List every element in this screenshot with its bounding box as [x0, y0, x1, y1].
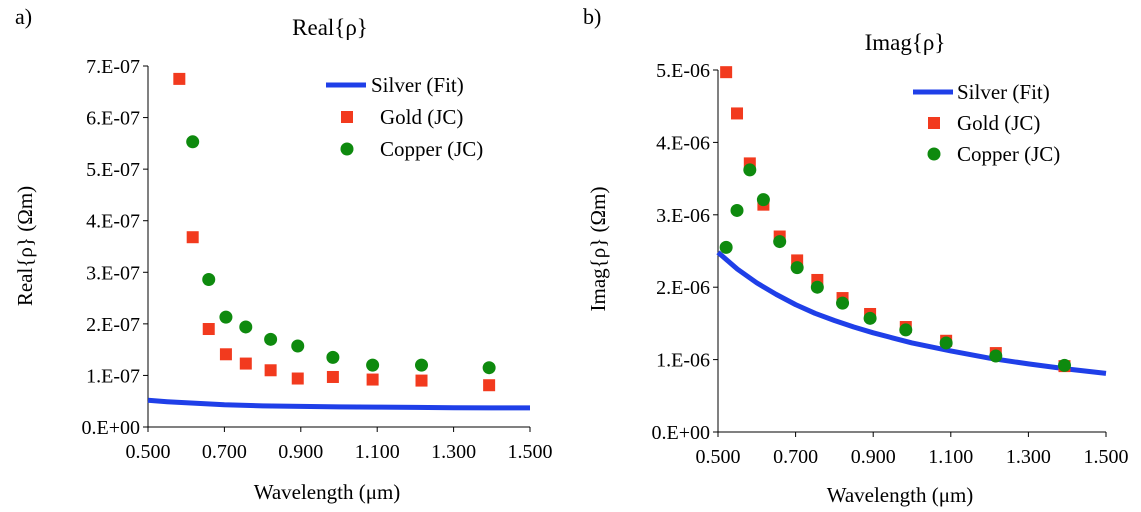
panel-b-y-tick-label: 4.E-06	[656, 132, 710, 154]
panel-b-copper-point	[863, 311, 877, 325]
panel-b-copper-point	[773, 235, 787, 249]
panel-a-y-tick-label: 1.E-07	[86, 365, 140, 387]
panel-a-x-tick-label: 0.500	[126, 441, 171, 463]
panel-b-x-tick-label: 0.700	[773, 446, 818, 468]
panel-a-legend-copper-label: Copper (JC)	[380, 137, 483, 161]
panel-a-copper-point	[291, 339, 305, 353]
panel-a-series-silver-line	[147, 397, 530, 411]
panel-a-legend: Silver (Fit) Gold (JC) Copper (JC)	[326, 73, 483, 161]
panel-b-ticks: 0.E+00 1.E-06 2.E-06 3.E-06 4.E-06 5.E-06 0.50…	[652, 60, 1129, 468]
panel-b-copper-point	[939, 336, 953, 350]
panel-a-copper-point	[186, 135, 200, 149]
panel-a-y-tick-label: 7.E-07	[86, 56, 140, 78]
panel-a-copper-point	[482, 361, 496, 375]
panel-b-x-tick-label: 1.300	[1006, 446, 1051, 468]
panel-a-gold-point	[173, 72, 186, 85]
panel-b-series-silver-line	[716, 250, 1107, 376]
panel-b-x-tick-label: 1.500	[1084, 446, 1129, 468]
panel-a-x-axis-label: Wavelength (μm)	[254, 480, 401, 504]
panel-b-y-tick-label: 2.E-06	[656, 277, 710, 299]
panel-a-gold-point	[483, 379, 496, 392]
panel-a-data-marks	[147, 72, 530, 411]
panel-a-copper-point	[239, 320, 253, 334]
panel-b-x-tick-label: 0.900	[851, 446, 896, 468]
panel-b-data-marks	[716, 66, 1107, 376]
panel-b-copper-point	[743, 163, 757, 177]
panel-b-y-tick-label: 0.E+00	[652, 422, 711, 444]
panel-a-copper-point	[264, 332, 278, 346]
panel-a-gold-point	[239, 357, 252, 370]
panel-b-legend-gold-label: Gold (JC)	[957, 111, 1040, 135]
panel-a-gold-point	[326, 370, 339, 383]
panel-b-legend-copper-label: Copper (JC)	[957, 142, 1060, 166]
panel-b: b) Imag{ρ} Wavelength (μm) Imag{ρ} (Ωm) …	[583, 4, 1129, 507]
panel-a-y-axis-label: Real{ρ} (Ωm)	[13, 186, 37, 306]
panel-a-legend-gold-swatch	[341, 111, 353, 123]
panel-b-y-axis-label: Imag{ρ} (Ωm)	[586, 187, 610, 312]
panel-a-x-tick-label: 0.700	[202, 441, 247, 463]
panel-b-copper-point	[790, 261, 804, 275]
panel-b-copper-point	[810, 280, 824, 294]
panel-b-x-tick-label: 1.100	[928, 446, 973, 468]
panel-b-legend: Silver (Fit) Gold (JC) Copper (JC)	[913, 80, 1060, 166]
panel-b-copper-point	[989, 349, 1003, 363]
panel-a-x-tick-label: 1.300	[431, 441, 476, 463]
panel-b-y-tick-label: 5.E-06	[656, 60, 710, 82]
panel-a-legend-copper-swatch	[340, 142, 354, 156]
panel-b-y-tick-label: 1.E-06	[656, 350, 710, 372]
panel-a-gold-point	[202, 323, 215, 336]
panel-a: a) Real{ρ} Wavelength (μm) Real{ρ} (Ωm) …	[13, 4, 553, 504]
panel-a-legend-gold-label: Gold (JC)	[380, 105, 463, 129]
panel-a-x-tick-label: 1.100	[355, 441, 400, 463]
panel-b-copper-point	[756, 193, 770, 207]
panel-a-label: a)	[15, 4, 32, 29]
panel-b-copper-point	[836, 296, 850, 310]
panel-b-x-axis-label: Wavelength (μm)	[827, 483, 974, 507]
panel-a-y-tick-label: 0.E+00	[82, 417, 141, 439]
panel-b-copper-point	[899, 323, 913, 337]
panel-b-gold-point	[731, 107, 744, 120]
panel-a-x-tick-label: 0.900	[278, 441, 323, 463]
panel-b-legend-copper-swatch	[927, 147, 941, 161]
panel-a-copper-point	[366, 358, 380, 372]
panel-a-ticks: 0.E+00 1.E-07 2.E-07 3.E-07 4.E-07 5.E-07 6.E-…	[82, 56, 553, 463]
panel-b-legend-silver-label: Silver (Fit)	[957, 80, 1050, 104]
panel-b-copper-point	[719, 240, 733, 254]
panel-a-x-tick-label: 1.500	[508, 441, 553, 463]
panel-b-copper-point	[730, 203, 744, 217]
panel-a-y-tick-label: 2.E-07	[86, 314, 140, 336]
panel-a-gold-point	[415, 374, 428, 387]
panel-a-copper-point	[202, 273, 216, 287]
panel-b-legend-gold-swatch	[928, 117, 940, 129]
panel-a-gold-point	[219, 348, 232, 361]
panel-a-gold-point	[291, 372, 304, 385]
panel-b-x-tick-label: 0.500	[696, 446, 741, 468]
panel-a-gold-point	[186, 231, 199, 244]
panel-b-y-tick-label: 3.E-06	[656, 205, 710, 227]
panel-a-copper-point	[219, 310, 233, 324]
panel-a-y-tick-label: 6.E-07	[86, 108, 140, 130]
panel-b-copper-point	[1057, 358, 1071, 372]
panel-a-y-tick-label: 3.E-07	[86, 262, 140, 284]
panel-a-y-tick-label: 5.E-07	[86, 159, 140, 181]
panel-a-copper-point	[415, 358, 429, 372]
panel-a-title: Real{ρ}	[292, 15, 368, 40]
panel-a-copper-point	[326, 350, 340, 364]
panel-a-legend-silver-label: Silver (Fit)	[371, 73, 464, 97]
panel-a-gold-point	[264, 364, 277, 377]
panel-b-title: Imag{ρ}	[865, 30, 946, 55]
panel-b-gold-point	[720, 66, 733, 79]
panel-b-label: b)	[583, 4, 601, 29]
panel-a-y-tick-label: 4.E-07	[86, 211, 140, 233]
panel-b-gold-point	[791, 254, 804, 267]
panel-a-gold-point	[366, 373, 379, 386]
